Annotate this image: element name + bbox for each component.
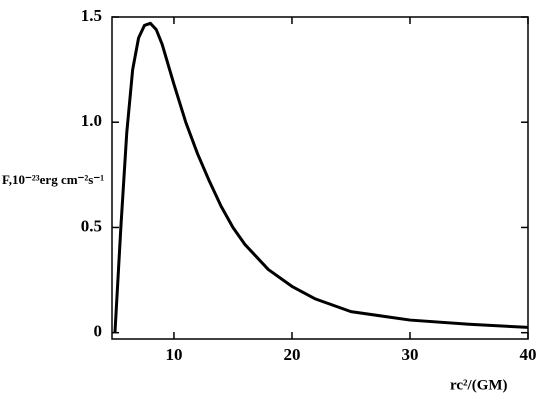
y-tick-label: 0.5: [81, 216, 102, 235]
x-tick-label: 30: [401, 345, 418, 364]
y-tick-label: 0: [94, 322, 103, 341]
y-tick-label: 1.5: [81, 6, 102, 25]
plot-frame: [111, 16, 529, 340]
x-tick-label: 40: [520, 345, 537, 364]
x-tick-label: 20: [283, 345, 300, 364]
x-tick-label: 10: [165, 345, 182, 364]
x-axis-label: rc²/(GM): [450, 377, 508, 393]
y-axis-label: F,10⁻²³erg cm⁻²s⁻¹: [2, 172, 104, 187]
y-tick-label: 1.0: [81, 111, 102, 130]
line-series: [113, 21, 529, 333]
